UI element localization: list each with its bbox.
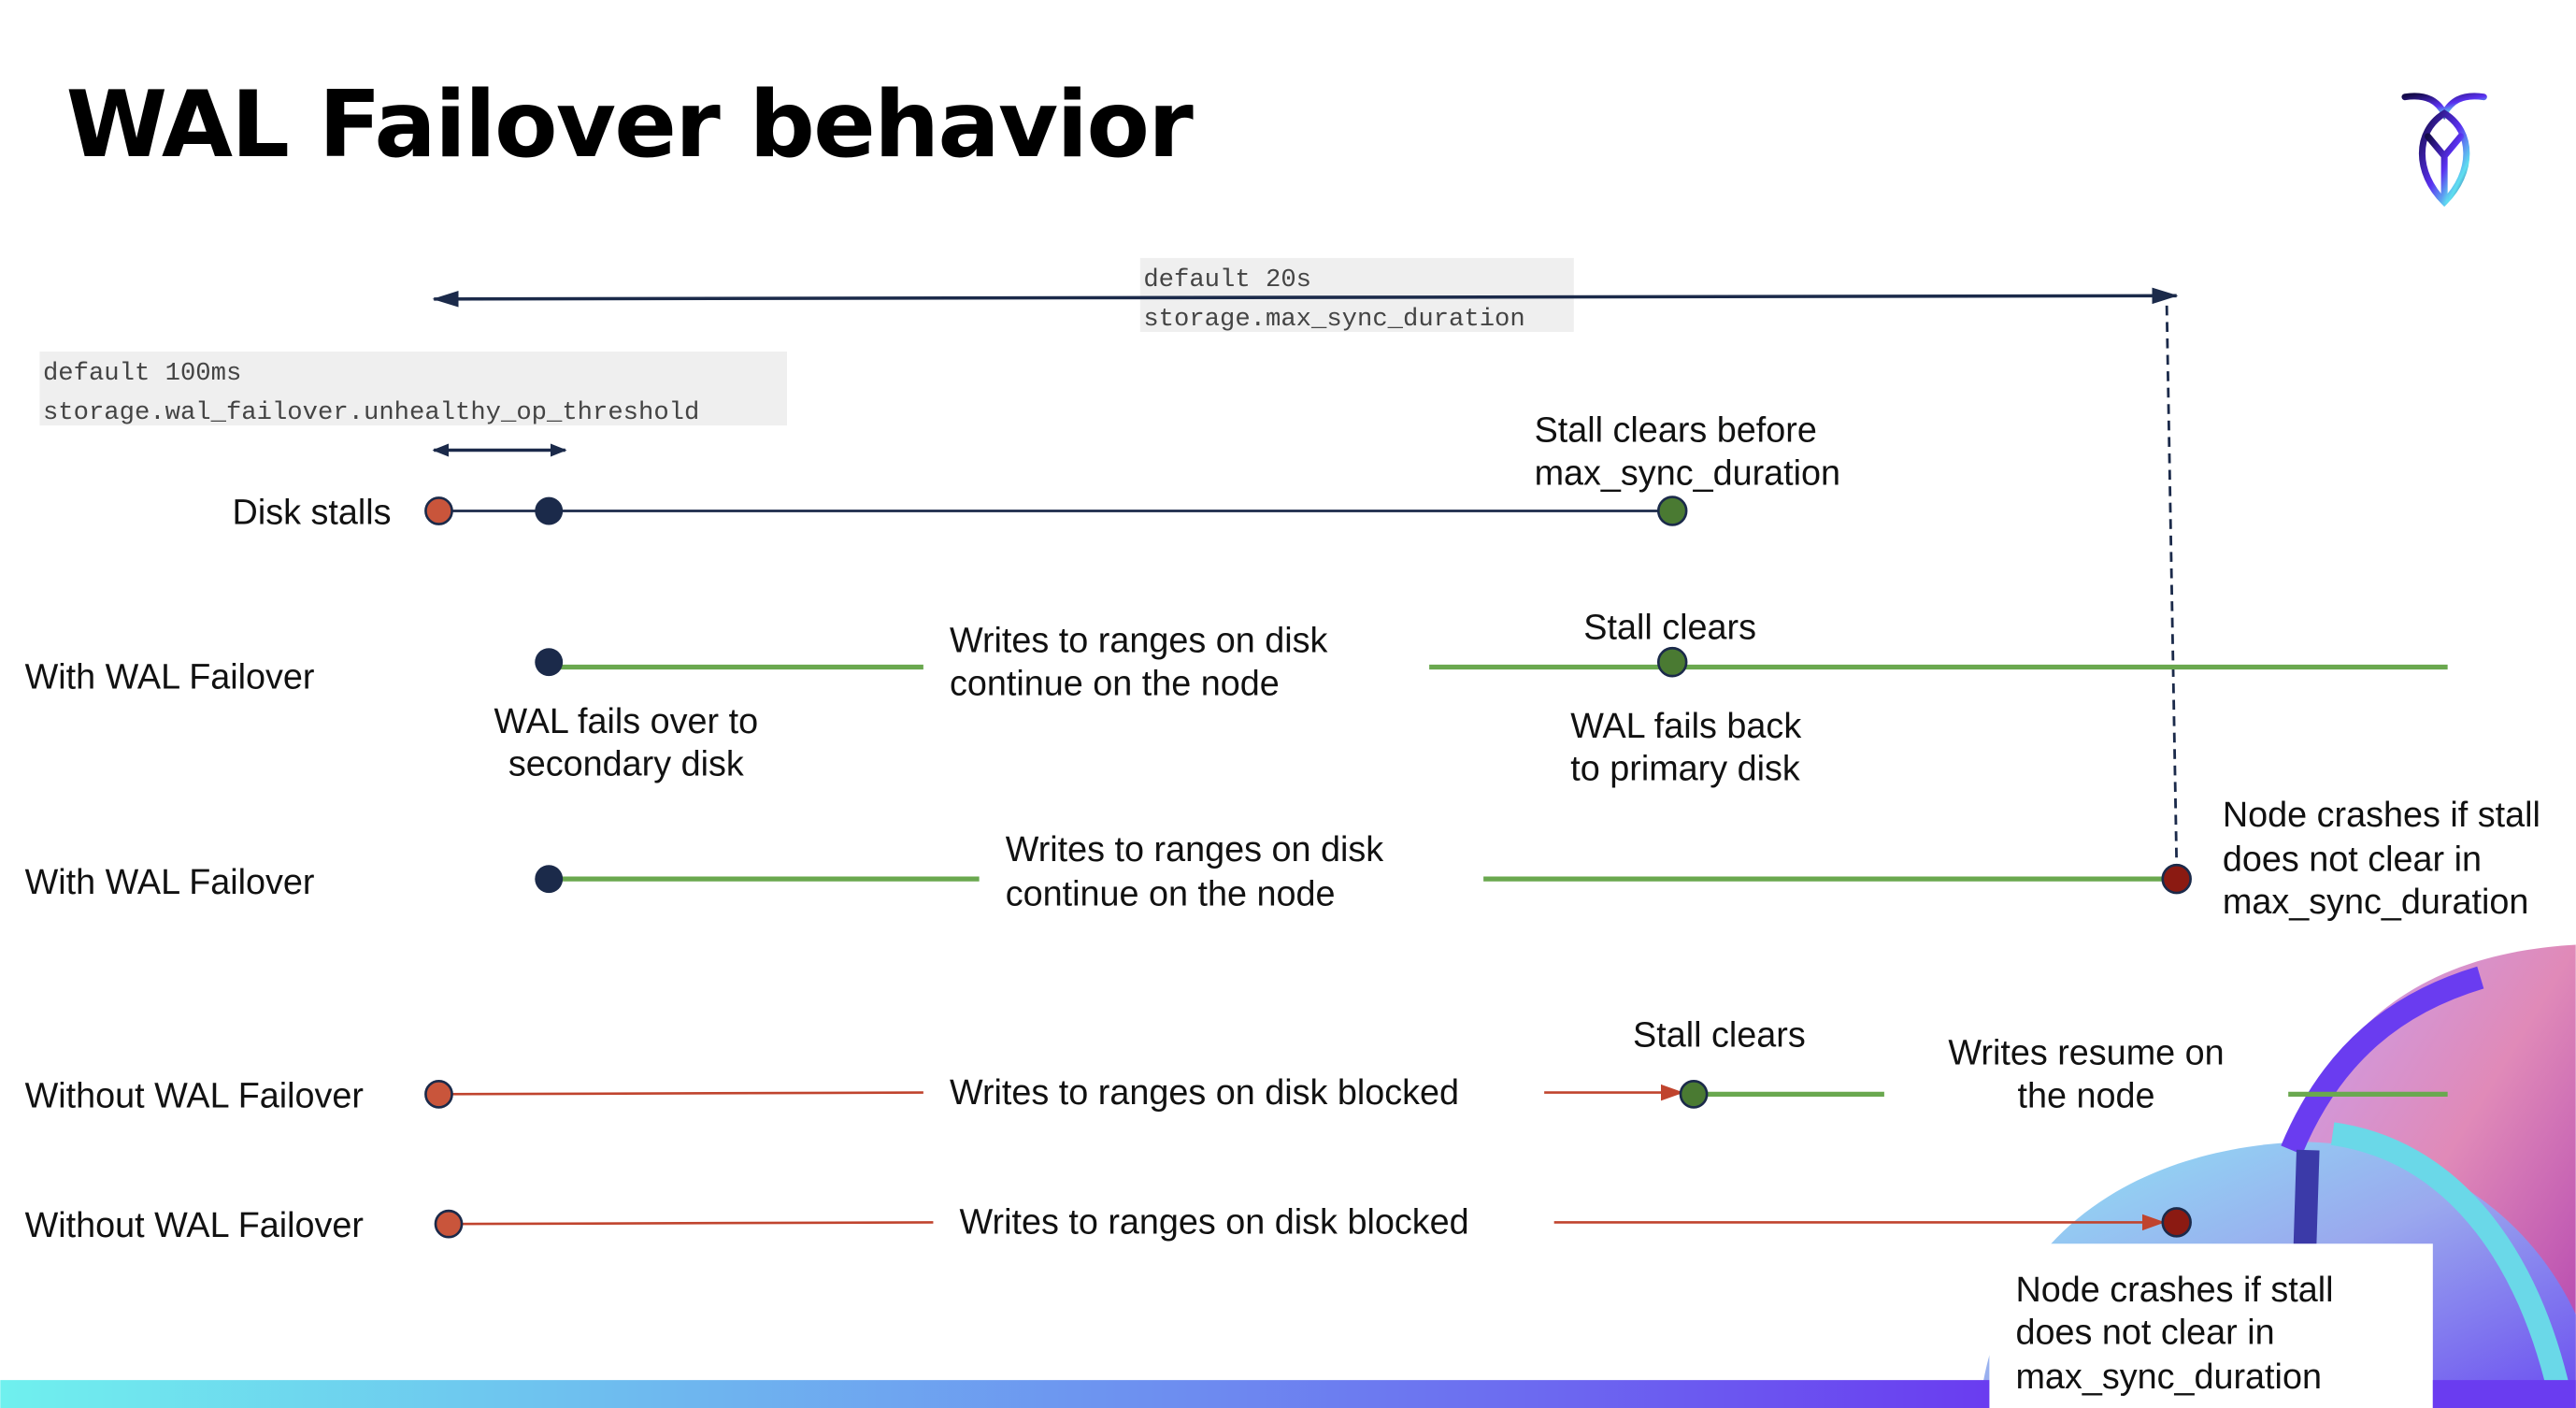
stall-note: max_sync_duration <box>1535 453 1840 493</box>
stall-clear-dot <box>1656 496 1688 526</box>
row-with-failover-crash: With WAL Failover Writes to ranges on di… <box>25 796 2540 922</box>
crash-text: Node crashes if stall <box>2015 1271 2333 1310</box>
resume-text: Writes resume on <box>1948 1034 2224 1073</box>
stall-clear-dot <box>1656 646 1688 678</box>
failover-text: WAL fails over to <box>494 702 758 741</box>
row-without-failover-crash: Without WAL Failover Writes to ranges on… <box>25 1203 2334 1397</box>
failover-dot <box>535 648 564 677</box>
failover-text: secondary disk <box>508 744 744 783</box>
setting-default: default 100ms <box>43 359 241 388</box>
stall-start-dot <box>434 1209 464 1239</box>
cockroach-logo-icon <box>2401 93 2487 208</box>
footer-gradient-bar <box>0 1380 1990 1408</box>
writes-text: Writes to ranges on disk <box>950 622 1328 661</box>
stall-note: Stall clears before <box>1535 411 1817 451</box>
writes-text: continue on the node <box>1006 874 1336 913</box>
row-label: Disk stalls <box>233 494 392 533</box>
crash-text: max_sync_duration <box>2015 1358 2321 1397</box>
row-label: With WAL Failover <box>25 863 315 902</box>
unhealthy-op-threshold-setting: default 100ms storage.wal_failover.unhea… <box>39 352 788 427</box>
blocked-text: Writes to ranges on disk blocked <box>960 1203 1469 1243</box>
failback-text: WAL fails back <box>1570 707 1801 746</box>
row-with-failover-clears: With WAL Failover Writes to ranges on di… <box>25 609 2448 789</box>
row-disk-stalls: Disk stalls Stall clears before max_sync… <box>233 411 1841 533</box>
threshold-dot <box>535 496 564 525</box>
crash-text: does not clear in <box>2015 1313 2274 1352</box>
page-title: WAL Failover behavior <box>66 72 1195 179</box>
row-label: Without WAL Failover <box>25 1206 364 1245</box>
crash-text: max_sync_duration <box>2223 883 2528 922</box>
stall-clear-dot <box>1679 1079 1709 1109</box>
blocked-text: Writes to ranges on disk blocked <box>950 1073 1459 1113</box>
stall-start-dot <box>424 1079 453 1109</box>
setting-default: default 20s <box>1143 266 1311 295</box>
stall-start-dot <box>424 496 453 525</box>
writes-text: continue on the node <box>950 664 1280 703</box>
crash-dot <box>2161 863 2192 895</box>
max-sync-deadline-line <box>2165 305 2179 865</box>
crash-text: Node crashes if stall <box>2223 796 2540 835</box>
decorative-art <box>1979 944 2576 1408</box>
resume-text: the node <box>2018 1076 2155 1115</box>
stall-clears-text: Stall clears <box>1583 609 1756 648</box>
footer-gradient-bar-right <box>2432 1380 2576 1408</box>
setting-name: storage.max_sync_duration <box>1143 305 1524 334</box>
setting-name: storage.wal_failover.unhealthy_op_thresh… <box>43 398 699 427</box>
max-sync-duration-arrow <box>432 287 2179 308</box>
row-label: Without WAL Failover <box>25 1076 364 1115</box>
writes-text: Writes to ranges on disk <box>1006 830 1384 869</box>
failover-dot <box>535 865 564 894</box>
crash-dot <box>2161 1207 2192 1238</box>
row-without-failover-clears: Without WAL Failover Writes to ranges on… <box>25 1015 2448 1115</box>
failback-text: to primary disk <box>1570 750 1800 789</box>
row-label: With WAL Failover <box>25 657 315 697</box>
crash-text: does not clear in <box>2223 840 2482 879</box>
stall-clears-text: Stall clears <box>1633 1015 1806 1055</box>
